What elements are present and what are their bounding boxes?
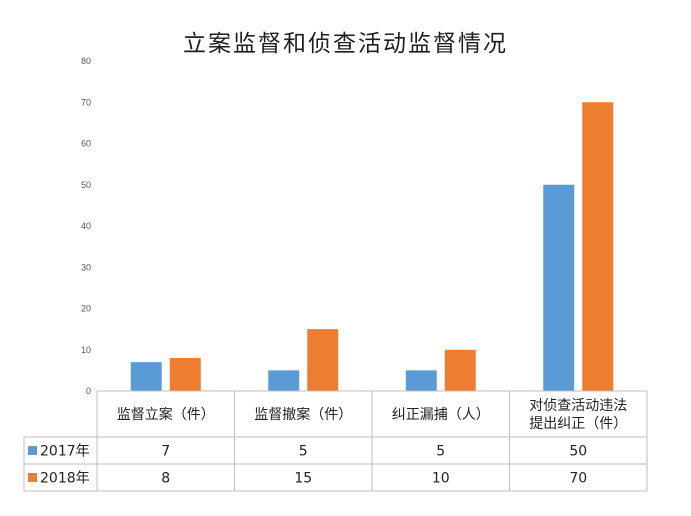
category-label: 提出纠正（件） — [529, 416, 627, 432]
bar-2-1 — [169, 358, 201, 391]
chart-title: 立案监督和侦查活动监督情况 — [183, 31, 508, 57]
table-cell-value: 8 — [161, 471, 170, 487]
legend-label-1: 2017年 — [40, 444, 90, 460]
legend-label-2: 2018年 — [40, 471, 90, 487]
bar-1-4 — [543, 184, 575, 391]
category-label: 监督撤案（件） — [254, 406, 352, 423]
y-tick-label: 70 — [81, 97, 91, 107]
y-tick-label: 30 — [81, 262, 91, 272]
bar-1-3 — [405, 370, 437, 391]
y-tick-label: 80 — [81, 56, 91, 66]
y-tick-label: 50 — [81, 180, 91, 190]
category-label: 监督立案（件） — [117, 406, 215, 423]
y-tick-label: 20 — [81, 304, 91, 314]
table-cell-value: 70 — [569, 471, 587, 487]
y-tick-label: 0 — [86, 386, 91, 396]
bar-2-3 — [444, 349, 476, 391]
y-tick-label: 40 — [81, 221, 91, 231]
table-cell-value: 7 — [161, 444, 170, 460]
bar-1-1 — [130, 362, 162, 391]
table-cell-value: 5 — [436, 444, 445, 460]
legend-swatch-2 — [28, 473, 37, 482]
table-cell-value: 5 — [299, 444, 308, 460]
bar-1-2 — [268, 370, 300, 391]
legend-swatch-1 — [28, 446, 37, 455]
category-label: 纠正漏捕（人） — [392, 407, 490, 423]
table-cell-value: 15 — [294, 471, 312, 487]
table-cell-value: 50 — [569, 444, 587, 460]
bar-2-4 — [582, 102, 614, 391]
category-label: 对侦查活动违法 — [529, 398, 627, 414]
table-cell-value: 10 — [432, 471, 450, 487]
bar-2-2 — [307, 329, 339, 391]
y-tick-label: 60 — [81, 139, 91, 149]
y-tick-label: 10 — [81, 345, 91, 355]
